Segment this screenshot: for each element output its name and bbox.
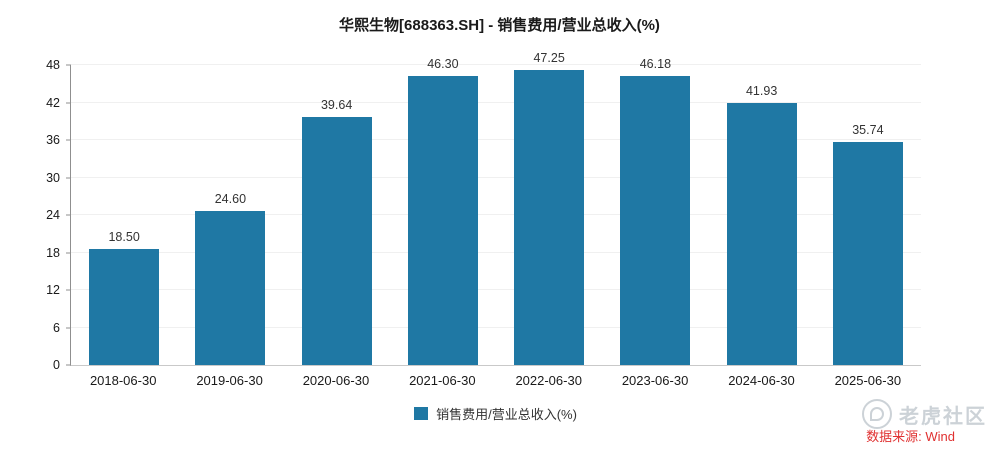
bar-value-label: 46.30 [427,56,459,71]
y-tick-label: 12 [46,283,60,297]
bar-value-label: 39.64 [320,98,353,113]
bar-slot: 18.50 [71,65,177,365]
plot-area: 0 6 12 18 24 30 36 42 48 18.50 24.60 39.64 46.30 47.2… [46,51,921,372]
y-tick-mark [66,139,71,141]
gridline [71,64,921,65]
y-tick-label: 48 [46,58,60,72]
bar: 46.30 [407,57,478,365]
bar-slot: 46.30 [390,57,496,365]
bar-value-label: 47.25 [533,50,565,65]
y-tick-mark [66,64,71,66]
x-tick-label: 2020-06-30 [302,373,370,388]
y-tick-mark [66,102,71,103]
gridline [71,289,921,290]
bar-slot: 47.25 [496,51,602,365]
y-tick-label: 36 [46,133,60,147]
bar-value-label: 41.93 [745,83,778,98]
bar-slot: 39.64 [284,65,390,365]
y-tick-mark [66,214,71,216]
chart-title: 华熙生物[688363.SH] - 销售费用/营业总收入(%) [339,17,660,34]
x-tick-label: 2023-06-30 [621,373,689,388]
gridline [71,326,921,328]
y-tick-mark [66,177,71,178]
data-source-label: 数据来源: Wind [866,429,955,444]
x-tick-label: 2024-06-30 [728,373,795,388]
y-tick-mark [66,327,71,328]
x-tick-label: 2018-06-30 [89,373,157,388]
bar-value-label: 24.60 [214,192,247,207]
y-tick-label: 24 [46,208,60,222]
gridline [71,214,921,215]
legend-swatch [414,407,429,420]
x-tick-label: 2022-06-30 [515,373,582,388]
bar-value-label: 46.18 [639,57,672,72]
legend: 销售费用/营业总收入(%) [70,404,921,423]
bar-value-label: 18.50 [108,230,140,245]
bars: 18.50 24.60 39.64 46.30 47.25 46.18 41.93 35.74 [71,51,921,365]
bar: 18.50 [89,230,160,365]
bar: 39.64 [301,98,372,365]
y-tick-label: 30 [46,170,60,185]
x-tick-label: 2021-06-30 [409,373,476,388]
bar-slot: 46.18 [602,57,708,365]
watermark: 老虎社区 [862,399,987,429]
bar-value-label: 35.74 [852,122,884,137]
gridline [71,251,921,253]
y-tick-label: 6 [53,320,60,335]
x-tick-label: 2025-06-30 [834,373,902,388]
bar-slot: 41.93 [709,65,815,365]
y-tick-label: 18 [46,245,60,260]
bar-slot: 24.60 [177,65,283,365]
watermark-text: 老虎社区 [899,405,987,428]
gridline [71,176,921,178]
bar-slot: 35.74 [815,65,921,365]
chart: 0 6 12 18 24 30 36 42 48 18.50 24.60 39.64 46.30 47.2… [46,51,921,423]
y-tick-label: 0 [53,358,60,372]
x-axis-labels: 2018-06-30 2019-06-30 2020-06-30 2021-06-30… [70,373,921,388]
y-tick-mark [66,364,71,366]
x-tick-label: 2019-06-30 [196,373,263,388]
tiger-logo-icon [862,399,892,429]
gridline [71,101,921,103]
bar: 47.25 [514,51,585,365]
bar: 41.93 [726,84,797,365]
y-tick-mark [66,252,71,253]
bar: 24.60 [195,192,266,365]
y-tick-mark [66,289,71,291]
gridline [71,139,921,140]
legend-label: 销售费用/营业总收入(%) [436,407,577,422]
bar: 35.74 [832,123,903,365]
y-tick-label: 42 [46,95,60,110]
bar: 46.18 [620,57,691,365]
